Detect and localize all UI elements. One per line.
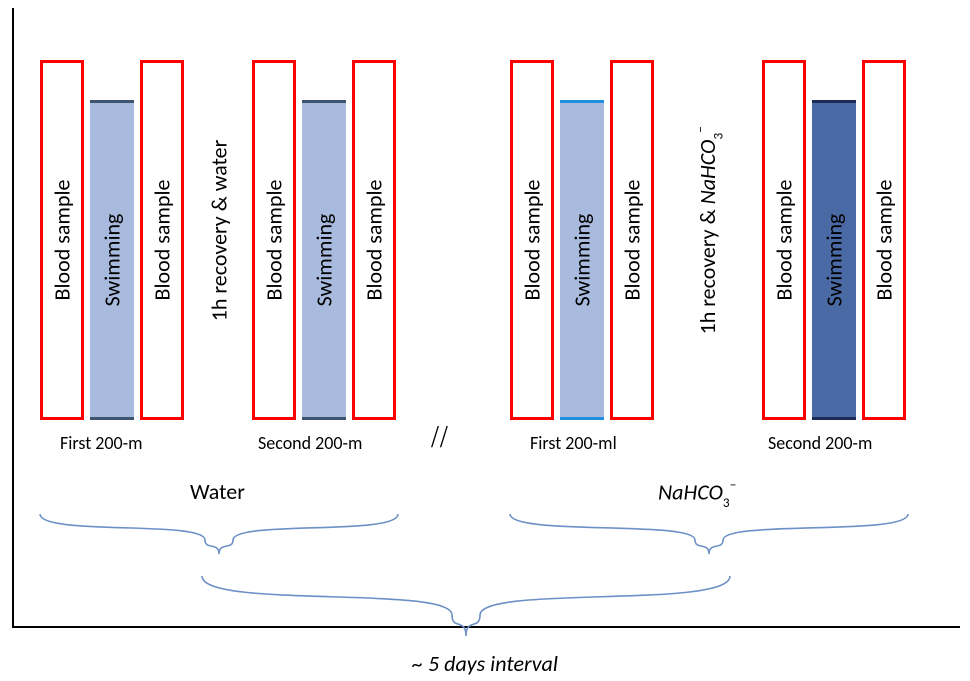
- condition-label: NaHCO3−: [658, 478, 736, 509]
- swimming-bar: Swimming: [812, 100, 856, 420]
- condition-label: Water: [190, 478, 245, 505]
- interval-label: ~ 5 days interval: [0, 650, 970, 677]
- recovery-label: 1h recovery & NaHCO3−: [694, 126, 725, 334]
- recovery-gap: 1h recovery & water: [190, 52, 248, 408]
- blood-sample-bar: Blood sample: [862, 60, 906, 420]
- blood-sample-bar: Blood sample: [140, 60, 184, 420]
- swimming-label: Swimming: [311, 214, 338, 307]
- swimming-bar: Swimming: [302, 100, 346, 420]
- condition-brace: [40, 514, 398, 556]
- swimming-bar: Swimming: [90, 100, 134, 420]
- recovery-gap: 1h recovery & NaHCO3−: [660, 52, 758, 408]
- trial-label: Second 200-m: [258, 432, 362, 454]
- condition-brace: [510, 514, 908, 556]
- swimming-label: Swimming: [99, 214, 126, 307]
- blood-sample-label: Blood sample: [361, 179, 388, 300]
- blood-sample-bar: Blood sample: [252, 60, 296, 420]
- blood-sample-label: Blood sample: [619, 179, 646, 300]
- blood-sample-bar: Blood sample: [610, 60, 654, 420]
- blood-sample-bar: Blood sample: [510, 60, 554, 420]
- recovery-label: 1h recovery & water: [206, 139, 233, 321]
- swimming-label: Swimming: [569, 214, 596, 307]
- blood-sample-label: Blood sample: [261, 179, 288, 300]
- blood-sample-bar: Blood sample: [762, 60, 806, 420]
- blood-sample-bar: Blood sample: [40, 60, 84, 420]
- blood-sample-label: Blood sample: [519, 179, 546, 300]
- axis-break: //: [431, 418, 449, 455]
- trial-label: First 200-m: [60, 432, 143, 454]
- blood-sample-bar: Blood sample: [352, 60, 396, 420]
- swimming-label: Swimming: [821, 214, 848, 307]
- swimming-bar: Swimming: [560, 100, 604, 420]
- trial-label: Second 200-m: [768, 432, 872, 454]
- blood-sample-label: Blood sample: [149, 179, 176, 300]
- trial-label: First 200-ml: [530, 432, 617, 454]
- interval-brace: [202, 576, 730, 638]
- blood-sample-label: Blood sample: [871, 179, 898, 300]
- interval-text: ~ 5 days interval: [412, 650, 558, 677]
- timeline-area: Blood sample Swimming Blood sample Blood sa…: [0, 60, 970, 420]
- blood-sample-label: Blood sample: [771, 179, 798, 300]
- blood-sample-label: Blood sample: [49, 179, 76, 300]
